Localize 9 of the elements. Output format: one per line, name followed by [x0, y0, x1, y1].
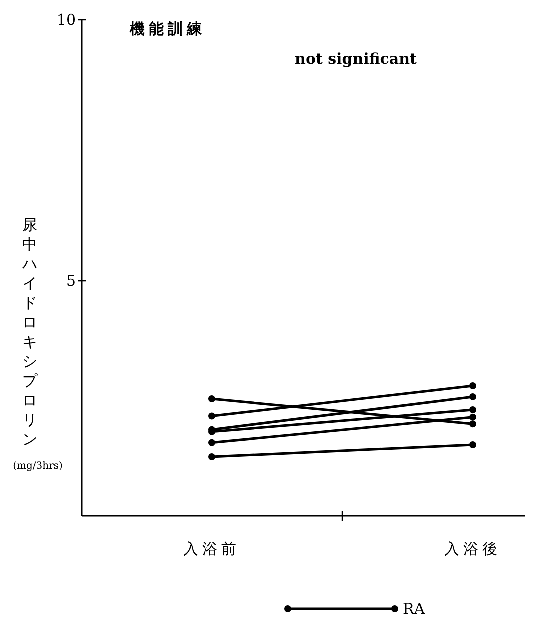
y-tick-label: 10 — [56, 11, 76, 29]
x-tick-label: 入浴後 — [444, 540, 502, 558]
chart-title: 機能訓練 — [129, 20, 206, 38]
y-tick-label: 5 — [66, 272, 76, 290]
legend: RA — [284, 600, 426, 618]
x-tick-label: 入浴前 — [184, 540, 240, 558]
ylabel: 尿中ハイドロキシプロリン (mg/3hrs) — [13, 216, 63, 472]
legend-label: RA — [403, 600, 426, 618]
annotation: not significant — [295, 50, 418, 68]
